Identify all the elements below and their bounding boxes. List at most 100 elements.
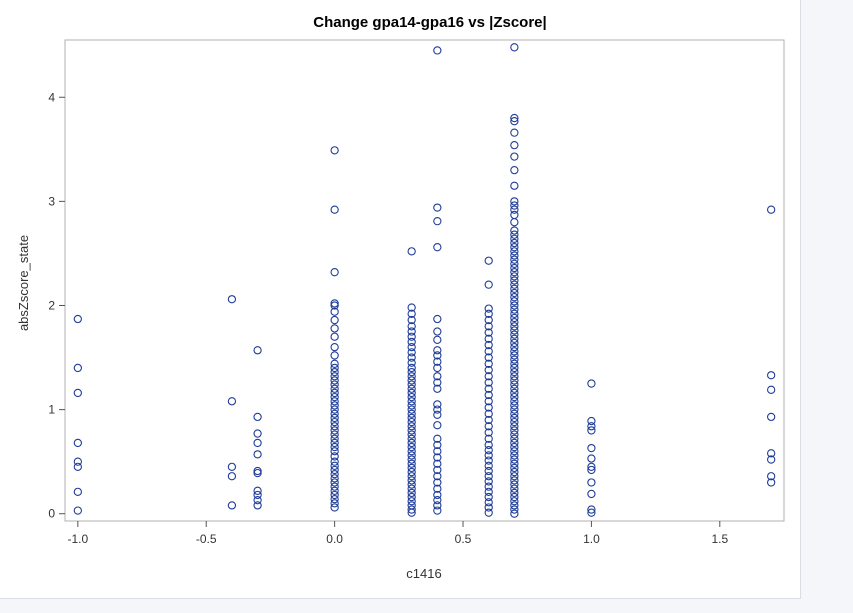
data-point xyxy=(484,409,493,418)
data-point xyxy=(510,238,519,248)
data-point xyxy=(407,315,416,325)
data-point xyxy=(330,482,339,491)
data-point xyxy=(407,430,416,439)
data-point xyxy=(407,426,416,435)
data-point xyxy=(407,438,416,448)
data-point xyxy=(510,243,519,252)
data-point xyxy=(407,501,416,510)
data-point xyxy=(330,478,339,487)
data-point xyxy=(510,297,519,306)
plot-area xyxy=(64,39,785,522)
data-point xyxy=(510,355,519,364)
data-point xyxy=(484,434,493,443)
data-point xyxy=(330,461,339,470)
data-point xyxy=(510,367,519,377)
data-point xyxy=(484,397,493,406)
data-point xyxy=(510,43,519,52)
x-tick-label: 1.5 xyxy=(711,532,728,546)
data-point xyxy=(484,384,493,393)
data-point xyxy=(484,415,493,425)
data-point xyxy=(227,462,237,472)
data-point xyxy=(407,405,416,414)
data-point xyxy=(253,501,262,510)
data-point xyxy=(510,497,519,506)
data-point xyxy=(767,478,776,487)
data-point xyxy=(510,388,519,398)
y-tick-label: 3 xyxy=(48,194,55,208)
data-point xyxy=(510,268,519,277)
x-tick-label: -0.5 xyxy=(196,532,217,546)
data-point xyxy=(510,447,519,456)
data-point xyxy=(510,359,519,368)
data-point xyxy=(587,379,596,388)
data-point xyxy=(407,309,416,318)
scatter-chart: Change gpa14-gpa16 vs |Zscore| -1.0 -0.5 0… xyxy=(16,14,785,581)
data-point xyxy=(510,422,519,431)
data-point xyxy=(433,405,442,414)
data-point xyxy=(587,508,596,517)
data-point xyxy=(407,358,416,367)
data-point xyxy=(73,438,82,448)
data-point xyxy=(407,353,416,362)
data-point xyxy=(73,457,82,466)
data-point xyxy=(510,342,519,352)
data-point xyxy=(330,438,339,448)
data-point xyxy=(407,327,416,336)
data-point xyxy=(407,476,416,485)
chart-page: Change gpa14-gpa16 vs |Zscore| -1.0 -0.5 0… xyxy=(0,0,801,599)
data-point xyxy=(330,465,339,475)
data-point xyxy=(407,492,416,502)
data-point xyxy=(433,327,442,336)
data-point xyxy=(433,478,442,487)
data-point xyxy=(407,417,416,427)
data-point xyxy=(510,480,519,489)
data-point xyxy=(407,463,416,473)
data-point xyxy=(587,489,596,499)
data-point xyxy=(510,372,519,381)
data-point xyxy=(330,457,339,466)
chart-title: Change gpa14-gpa16 vs |Zscore| xyxy=(313,14,546,31)
data-point xyxy=(510,438,519,448)
data-point xyxy=(253,438,262,448)
data-point xyxy=(330,422,339,431)
data-point xyxy=(484,451,493,460)
data-point xyxy=(510,488,519,498)
data-point xyxy=(407,303,416,312)
data-point xyxy=(510,247,519,256)
data-point xyxy=(330,367,339,377)
data-point xyxy=(510,413,519,423)
data-point xyxy=(433,453,442,462)
data-point xyxy=(433,378,442,387)
data-point xyxy=(510,459,519,468)
data-point xyxy=(407,367,416,377)
data-point xyxy=(407,372,416,381)
data-point xyxy=(510,451,519,460)
x-tick-label: 1.0 xyxy=(583,532,600,546)
data-point xyxy=(433,506,442,515)
data-point xyxy=(330,486,339,495)
data-point xyxy=(510,309,519,318)
data-point xyxy=(433,434,442,443)
data-point xyxy=(510,338,519,348)
data-point xyxy=(330,490,339,500)
data-point xyxy=(330,299,339,308)
data-point xyxy=(767,472,776,481)
data-point xyxy=(510,313,519,323)
data-point xyxy=(484,482,493,491)
data-point xyxy=(330,376,339,385)
data-point xyxy=(510,226,519,235)
data-point xyxy=(510,117,519,126)
data-point xyxy=(587,462,596,472)
data-point xyxy=(253,468,262,478)
data-point xyxy=(510,401,519,410)
data-point xyxy=(510,152,519,161)
data-point xyxy=(510,492,519,502)
data-point xyxy=(330,499,339,508)
data-point xyxy=(330,301,339,310)
data-point xyxy=(330,430,339,439)
data-point xyxy=(510,363,519,373)
data-point xyxy=(587,505,596,514)
data-point xyxy=(407,480,416,489)
data-point xyxy=(407,409,416,418)
data-point xyxy=(330,392,339,402)
